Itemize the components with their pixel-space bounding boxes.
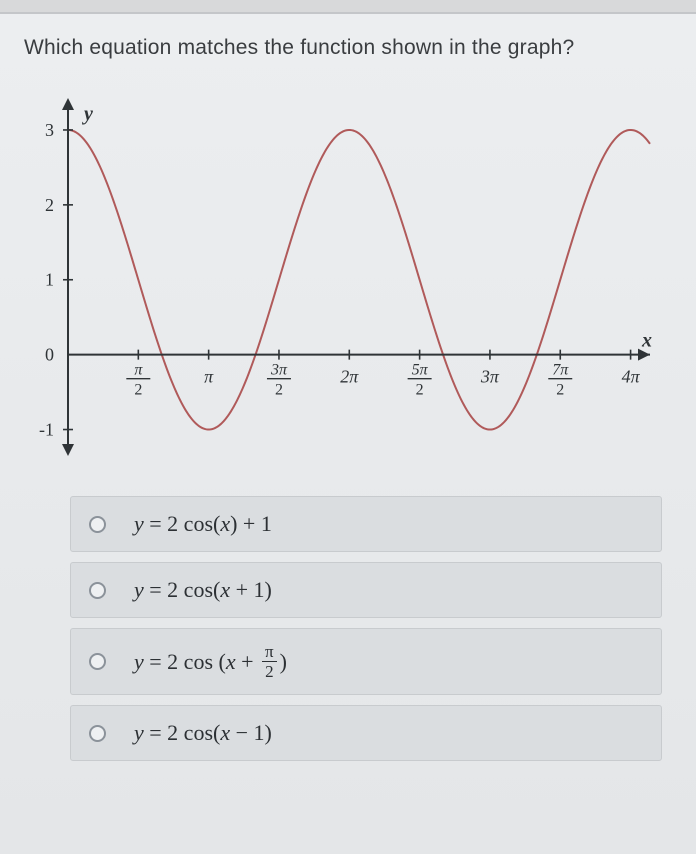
radio-icon	[89, 653, 106, 670]
answer-option-4[interactable]: y = 2 cos(x − 1)	[70, 705, 662, 761]
radio-icon	[89, 516, 106, 533]
svg-text:2: 2	[45, 195, 54, 215]
svg-text:2: 2	[275, 382, 283, 399]
answer-equation: y = 2 cos(x) + 1	[134, 511, 272, 537]
function-graph: 3210-1π2π3π22π5π23π7π24πyx	[24, 86, 664, 466]
svg-text:5π: 5π	[412, 362, 429, 379]
answer-option-1[interactable]: y = 2 cos(x) + 1	[70, 496, 662, 552]
svg-text:4π: 4π	[622, 367, 641, 387]
svg-text:2π: 2π	[340, 367, 359, 387]
answer-list: y = 2 cos(x) + 1 y = 2 cos(x + 1) y = 2 …	[70, 496, 662, 761]
svg-text:π: π	[204, 367, 214, 387]
svg-text:2: 2	[556, 382, 564, 399]
answer-option-3[interactable]: y = 2 cos (x + π2)	[70, 628, 662, 695]
svg-text:y: y	[82, 103, 93, 125]
answer-equation: y = 2 cos(x + 1)	[134, 577, 272, 603]
svg-text:0: 0	[45, 345, 54, 365]
svg-text:3π: 3π	[480, 367, 500, 387]
answer-equation: y = 2 cos (x + π2)	[134, 643, 287, 680]
svg-text:x: x	[641, 330, 652, 352]
svg-text:π: π	[134, 362, 143, 379]
svg-text:2: 2	[416, 382, 424, 399]
svg-text:-1: -1	[39, 420, 54, 440]
svg-text:7π: 7π	[552, 362, 569, 379]
radio-icon	[89, 582, 106, 599]
radio-icon	[89, 725, 106, 742]
svg-text:3: 3	[45, 120, 54, 140]
svg-text:3π: 3π	[270, 362, 288, 379]
answer-option-2[interactable]: y = 2 cos(x + 1)	[70, 562, 662, 618]
answer-equation: y = 2 cos(x − 1)	[134, 720, 272, 746]
svg-text:2: 2	[134, 382, 142, 399]
question-text: Which equation matches the function show…	[24, 36, 672, 60]
svg-text:1: 1	[45, 270, 54, 290]
